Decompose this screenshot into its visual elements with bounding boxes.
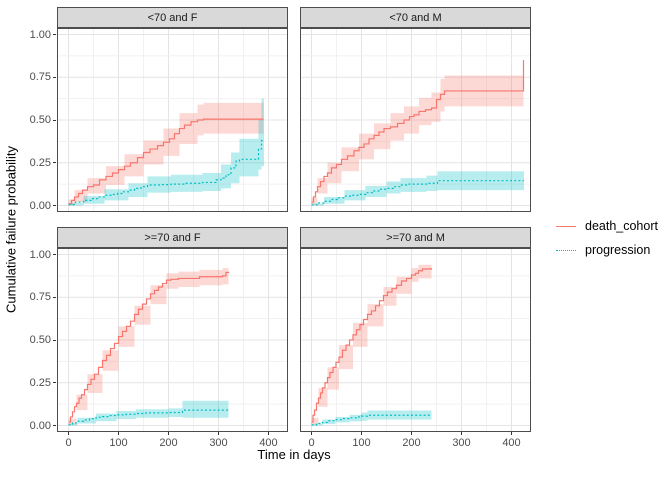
series-line-progression [311, 414, 432, 426]
y-axis-tick-label: 0.25 [29, 156, 51, 169]
y-axis-tick-label: 1.00 [29, 248, 51, 261]
y-axis-tick-label: 0.00 [29, 199, 51, 212]
y-axis-tick-mark [53, 382, 56, 384]
x-axis-tick-mark [361, 432, 362, 435]
solid-line-key-icon [556, 225, 576, 227]
y-axis-tick-label: 0.00 [29, 419, 51, 432]
series-line-death_cohort [311, 60, 525, 203]
confidence-band-death_cohort [68, 263, 229, 425]
facet-strip-lt70-m: <70 and M [300, 7, 531, 28]
confidence-band-death_cohort [311, 75, 524, 205]
x-axis-title: Time in days [257, 447, 331, 462]
x-axis-tick-label: 400 [259, 437, 278, 449]
x-axis-tick-label: 300 [209, 437, 228, 449]
x-axis-tick-mark [411, 432, 412, 435]
panel-plot-area [301, 249, 530, 431]
y-axis-tick-label: 0.50 [29, 114, 51, 126]
facet-strip-label: >=70 and M [386, 231, 445, 244]
x-axis-tick-label: 0 [65, 437, 72, 449]
y-axis-tick-mark [53, 162, 56, 164]
x-axis-tick-label: 200 [402, 437, 421, 449]
facet-strip-ge70-m: >=70 and M [300, 227, 531, 248]
series-line-progression [68, 139, 264, 206]
y-axis-tick-mark [53, 119, 56, 121]
legend: death_cohort progression [556, 214, 658, 262]
dotted-line-key-icon [556, 249, 576, 251]
facet-panel-lt70-m [300, 28, 531, 212]
legend-entry-death-cohort: death_cohort [556, 214, 658, 238]
x-axis-tick-mark [68, 432, 69, 435]
x-axis-tick-mark [461, 432, 462, 435]
y-axis-tick-mark [53, 339, 56, 341]
confidence-band-death_cohort [68, 99, 264, 206]
legend-label: progression [585, 243, 651, 257]
series-line-death_cohort [68, 271, 230, 423]
facet-strip-label: <70 and F [147, 11, 198, 24]
y-axis-tick-label: 0.25 [29, 376, 51, 389]
facet-strip-label: >=70 and F [144, 231, 201, 244]
facet-strip-ge70-f: >=70 and F [57, 227, 288, 248]
legend-label: death_cohort [585, 219, 658, 233]
confidence-band-progression [68, 400, 229, 426]
panel-plot-area [58, 29, 287, 211]
y-axis-tick-mark [53, 34, 56, 35]
confidence-band-progression [311, 410, 432, 426]
facet-strip-lt70-f: <70 and F [57, 7, 288, 28]
x-axis-tick-mark [118, 432, 119, 435]
x-axis-tick-label: 0 [308, 437, 315, 449]
x-axis-tick-label: 100 [352, 437, 371, 449]
x-axis-tick-mark [311, 432, 312, 435]
x-axis-tick-label: 300 [452, 437, 471, 449]
x-axis-tick-label: 200 [159, 437, 178, 449]
y-axis-tick-mark [53, 296, 56, 298]
x-axis-tick-mark [268, 432, 269, 435]
x-axis-tick-mark [168, 432, 169, 435]
y-axis-tick-label: 0.75 [29, 291, 51, 304]
x-axis-tick-label: 100 [109, 437, 128, 449]
y-axis-tick-mark [53, 76, 56, 78]
legend-entry-progression: progression [556, 238, 658, 262]
panel-plot-area [58, 249, 287, 431]
confidence-band-progression [68, 98, 264, 206]
y-axis-tick-label: 0.50 [29, 334, 51, 346]
y-axis-tick-mark [53, 425, 56, 426]
facet-strip-label: <70 and M [389, 11, 442, 24]
x-axis-tick-mark [218, 432, 219, 435]
y-axis-tick-mark [53, 205, 56, 206]
series-line-death_cohort [311, 268, 433, 423]
facet-panel-ge70-f [57, 248, 288, 432]
x-axis-tick-mark [511, 432, 512, 435]
series-line-death_cohort [68, 118, 264, 205]
y-axis-tick-mark [53, 254, 56, 255]
x-axis-tick-label: 400 [502, 437, 521, 449]
facet-panel-lt70-f [57, 28, 288, 212]
panel-plot-area [301, 29, 530, 211]
confidence-band-progression [311, 171, 524, 206]
confidence-band-death_cohort [311, 263, 432, 425]
y-axis-tick-label: 0.75 [29, 71, 51, 84]
y-axis-tick-label: 1.00 [29, 28, 51, 41]
facet-panel-ge70-m [300, 248, 531, 432]
